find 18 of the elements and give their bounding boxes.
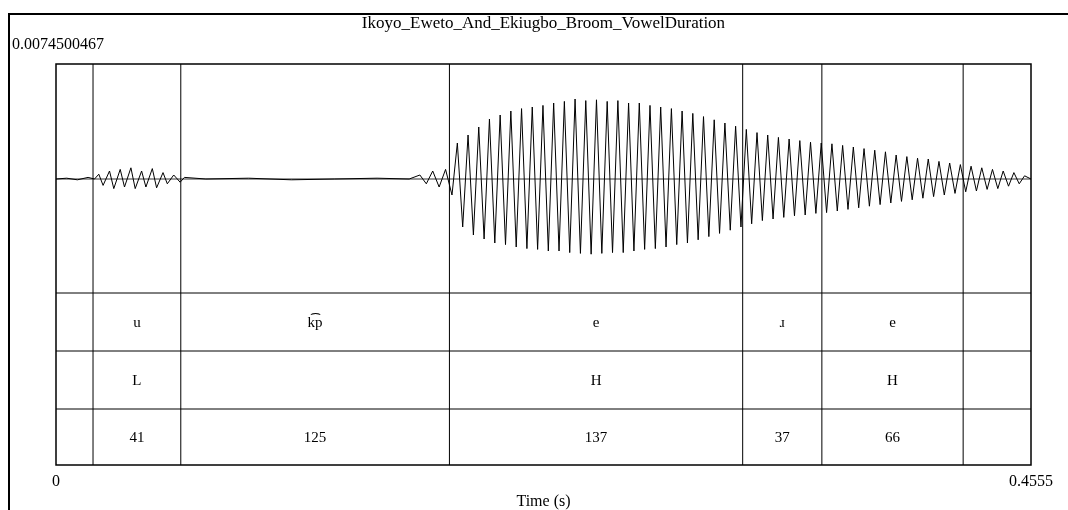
text: ɹ xyxy=(779,314,785,330)
text: 125 xyxy=(303,429,327,445)
text: 41 xyxy=(129,429,145,445)
chart-title: Ikoyo_Eweto_And_Ekiugbo_Broom_VowelDuration xyxy=(361,13,726,32)
text: u xyxy=(133,314,142,330)
text: 37 xyxy=(774,429,791,445)
text: k͡p xyxy=(307,313,323,330)
text: H xyxy=(887,372,899,388)
text: 66 xyxy=(885,429,901,445)
text: H xyxy=(590,372,602,388)
x-tick-label: 0.4555 xyxy=(1009,472,1053,489)
text: 137 xyxy=(584,429,608,445)
x-axis-title: Time (s) xyxy=(516,492,571,510)
text: 0.0074500467 xyxy=(12,35,104,52)
text: e xyxy=(889,314,897,330)
x-tick-label: 0 xyxy=(52,472,60,489)
text: e xyxy=(592,314,600,330)
text: L xyxy=(132,372,142,388)
